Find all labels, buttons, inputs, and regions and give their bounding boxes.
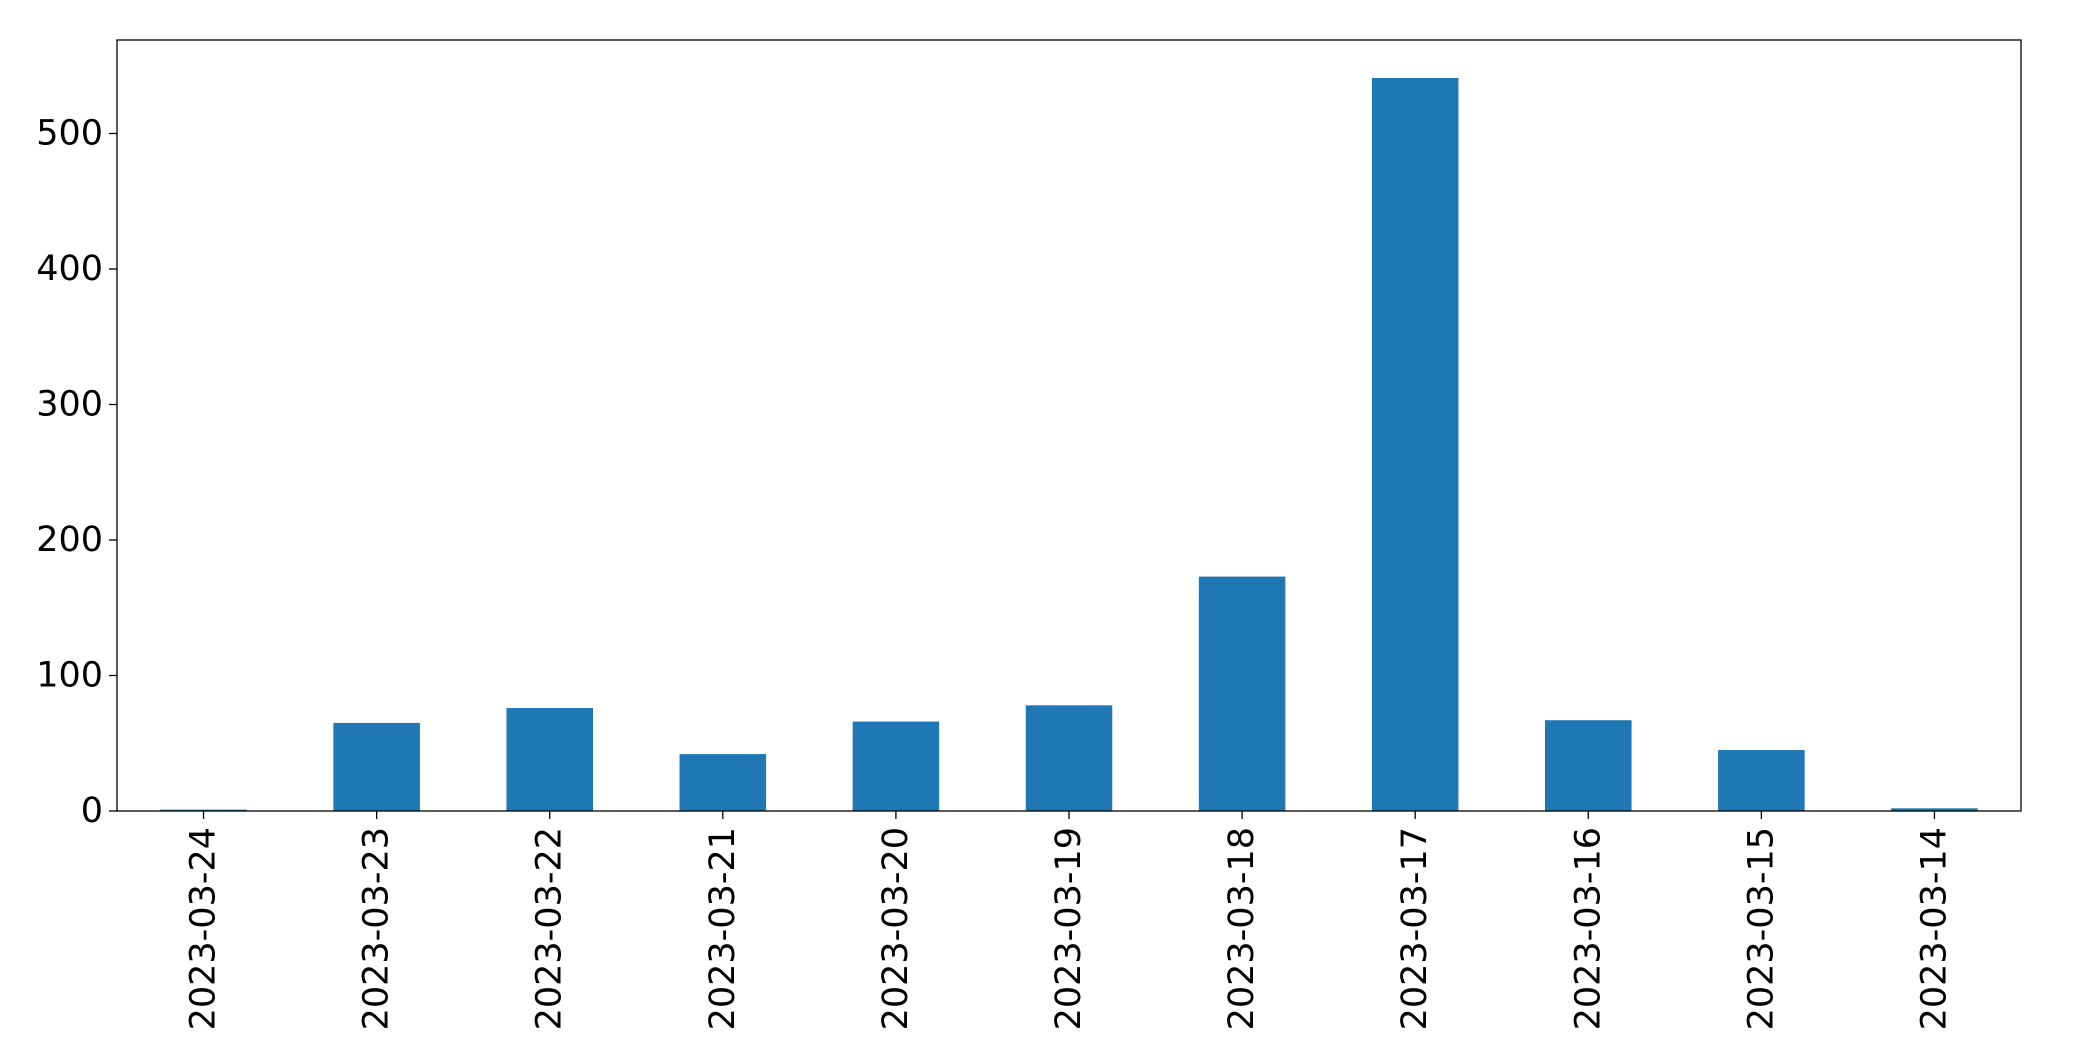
- y-tick-label: 500: [36, 113, 103, 153]
- x-tick-label: 2023-03-15: [1741, 827, 1781, 1030]
- bar-2023-03-21: [679, 754, 767, 811]
- bar-2023-03-14: [1891, 808, 1978, 811]
- y-tick-label: 0: [81, 791, 103, 831]
- y-tick-label: 200: [36, 520, 103, 560]
- bar-2023-03-23: [333, 722, 420, 811]
- bar-2023-03-18: [1198, 576, 1286, 811]
- x-tick-label: 2023-03-19: [1049, 827, 1089, 1030]
- y-axis-ticks: 0 100 200 300 400 500: [36, 113, 117, 831]
- bar-2023-03-19: [1025, 705, 1113, 811]
- x-axis-ticks: 2023-03-24 2023-03-23 2023-03-22 2023-03-21…: [184, 811, 1954, 1030]
- x-tick-label: 2023-03-23: [357, 827, 397, 1030]
- y-tick-label: 400: [36, 249, 103, 289]
- bar-2023-03-16: [1545, 720, 1632, 811]
- x-tick-label: 2023-03-16: [1568, 827, 1608, 1030]
- bar-2023-03-15: [1718, 750, 1805, 811]
- x-tick-label: 2023-03-22: [530, 827, 570, 1030]
- bar-2023-03-22: [506, 708, 593, 811]
- bar-2023-03-17: [1371, 77, 1459, 811]
- x-tick-label: 2023-03-18: [1222, 827, 1262, 1030]
- x-tick-label: 2023-03-24: [184, 827, 224, 1030]
- bar-2023-03-20: [852, 721, 940, 811]
- x-tick-label: 2023-03-17: [1395, 827, 1435, 1030]
- bars: [160, 77, 1978, 811]
- y-tick-label: 300: [36, 384, 103, 424]
- bar-2023-03-24: [160, 809, 247, 811]
- x-tick-label: 2023-03-14: [1914, 827, 1954, 1030]
- x-tick-label: 2023-03-20: [876, 827, 916, 1030]
- x-tick-label: 2023-03-21: [703, 827, 743, 1030]
- plot-frame: [116, 39, 2022, 812]
- y-tick-label: 100: [36, 655, 103, 695]
